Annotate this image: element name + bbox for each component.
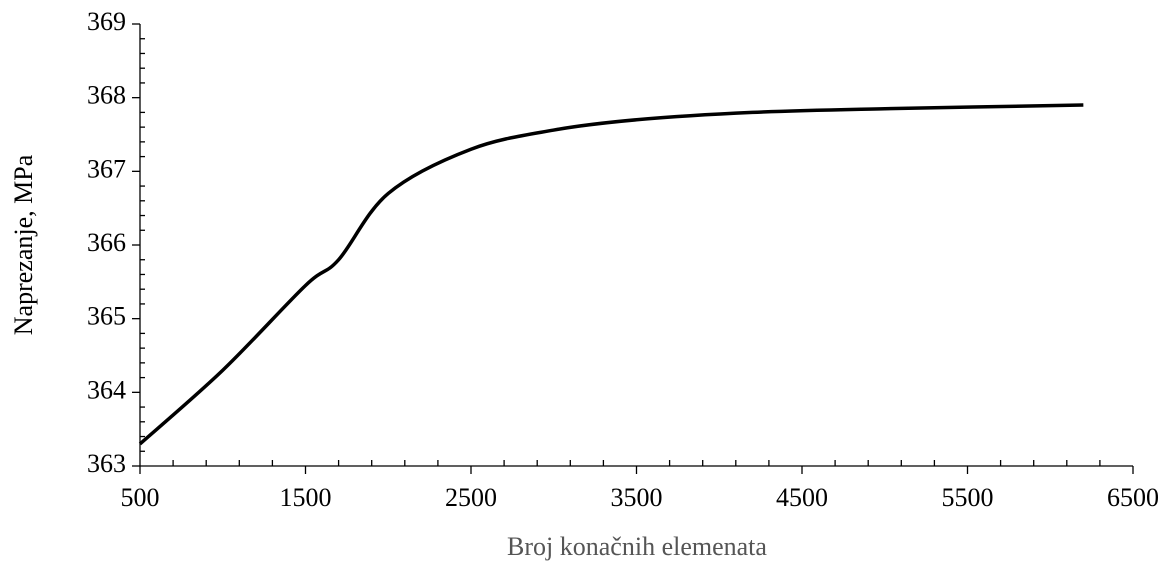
x-tick-label: 6500 xyxy=(1107,483,1159,512)
x-tick-label: 2500 xyxy=(445,483,497,512)
y-tick-label: 368 xyxy=(87,81,126,110)
x-tick-label: 1500 xyxy=(280,483,332,512)
y-tick-label: 365 xyxy=(87,302,126,331)
data-line xyxy=(138,103,1084,446)
y-tick-label: 363 xyxy=(87,449,126,478)
x-axis-label: Broj konačnih elemenata xyxy=(507,532,767,561)
x-tick-label: 5500 xyxy=(942,483,994,512)
y-tick-label: 369 xyxy=(87,7,126,36)
x-tick-label: 500 xyxy=(121,483,160,512)
x-tick-label: 4500 xyxy=(776,483,828,512)
x-tick-label: 3500 xyxy=(611,483,663,512)
y-axis-label: Naprezanje, MPa xyxy=(9,154,38,335)
y-tick-label: 366 xyxy=(87,228,126,257)
y-tick-label: 364 xyxy=(87,375,126,404)
y-tick-label: 367 xyxy=(87,154,126,183)
